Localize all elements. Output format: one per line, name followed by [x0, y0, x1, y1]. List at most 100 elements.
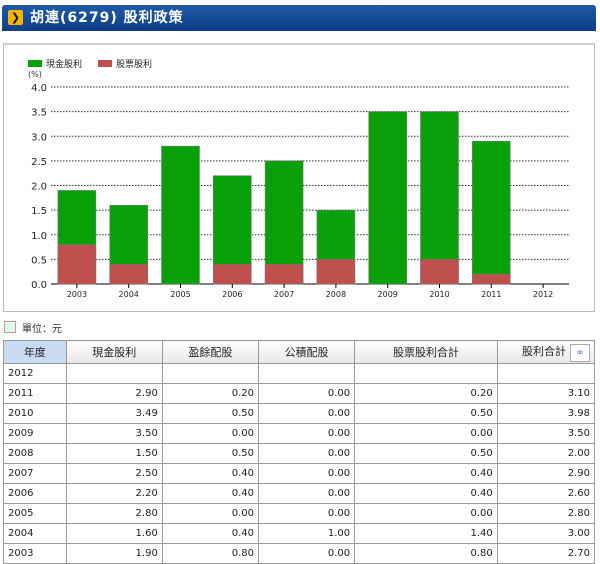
table-cell: 1.90	[65, 543, 163, 564]
table-cell: 2009	[3, 423, 67, 444]
table-cell: 0.50	[161, 443, 259, 464]
legend-label: 現金股利	[46, 58, 82, 70]
x-tick-label: 2010	[429, 290, 449, 299]
unit-label: 單位：元	[4, 320, 62, 335]
table-cell	[161, 363, 259, 384]
table-cell: 0.50	[354, 403, 498, 424]
y-tick-label: 2.5	[31, 157, 47, 168]
column-header-label: 股利合計	[522, 344, 566, 358]
table-cell: 3.00	[496, 523, 596, 544]
table-cell: 2.90	[496, 463, 596, 484]
y-tick-label: 2.0	[31, 182, 47, 193]
bar-2007	[264, 264, 304, 285]
table-cell	[496, 363, 596, 384]
table-cell: 0.00	[257, 543, 356, 564]
bar-2008	[316, 259, 356, 285]
bar-2003	[57, 244, 97, 285]
column-header-label: 現金股利	[92, 346, 137, 359]
bar-2009	[368, 111, 407, 285]
table-cell: 2003	[3, 543, 67, 564]
table-cell: 0.00	[257, 443, 356, 464]
table-cell: 2.60	[496, 483, 596, 504]
legend-label: 股票股利	[116, 58, 152, 70]
x-tick-label: 2004	[119, 290, 139, 299]
legend-swatch	[98, 60, 112, 67]
table-cell	[257, 363, 356, 384]
link-icon[interactable]: ∞	[570, 343, 590, 362]
column-header-label: 年度	[23, 346, 46, 359]
table-row: 2006 2.20 0.40 0.00 0.40 2.60	[3, 483, 596, 504]
table-cell: 0.00	[257, 383, 356, 404]
table-cell: 2.80	[65, 503, 163, 524]
table-row: 2012	[3, 363, 596, 384]
bar-2005	[161, 145, 200, 285]
table-cell: 2010	[3, 403, 67, 424]
table-cell: 0.80	[354, 543, 498, 564]
column-header: 股利合計 ∞	[496, 340, 596, 364]
y-tick-label: 0.0	[31, 280, 47, 291]
table-cell: 2007	[3, 463, 67, 484]
table-cell: 0.00	[257, 503, 356, 524]
table-cell: 0.00	[161, 503, 259, 524]
table-cell: 1.60	[65, 523, 163, 544]
bar-2007	[264, 160, 304, 285]
y-tick-label: 3.5	[31, 108, 47, 119]
column-header: 公積配股	[257, 340, 356, 364]
page-header: ❯ 胡連(6279) 股利政策	[2, 5, 596, 31]
table-cell: 2012	[3, 363, 67, 384]
table-cell: 2.20	[65, 483, 163, 504]
table-cell: 0.40	[354, 463, 498, 484]
column-header: 年度	[3, 340, 67, 364]
table-cell: 2.50	[65, 463, 163, 484]
unit-text: 單位：元	[22, 324, 62, 335]
table-cell: 3.10	[496, 383, 596, 404]
chart-panel: 0.0 0.5 1.0 1.5 2.0 2.5 3.0 3.5 4.0 (%) 2003 2004 20…	[3, 43, 595, 312]
column-header: 盈餘配股	[161, 340, 259, 364]
table-cell: 0.20	[354, 383, 498, 404]
table-cell: 0.00	[257, 483, 356, 504]
table-cell: 2011	[3, 383, 67, 404]
column-header: 現金股利	[65, 340, 163, 364]
column-header: 股票股利合計	[354, 340, 498, 364]
page-title: 胡連(6279) 股利政策	[30, 10, 184, 26]
column-header-label: 股票股利合計	[392, 346, 459, 359]
y-tick-label: 0.5	[31, 255, 47, 266]
y-tick-label: 3.0	[31, 132, 47, 143]
table-cell: 0.40	[161, 523, 259, 544]
table-cell: 2005	[3, 503, 67, 524]
x-tick-label: 2007	[274, 290, 294, 299]
table-row: 2004 1.60 0.40 1.00 1.40 3.00	[3, 523, 596, 544]
table-row: 2009 3.50 0.00 0.00 0.00 3.50	[3, 423, 596, 444]
table-cell: 2.00	[496, 443, 596, 464]
table-cell: 2006	[3, 483, 67, 504]
table-row: 2007 2.50 0.40 0.00 0.40 2.90	[3, 463, 596, 484]
x-tick-label: 2005	[170, 290, 190, 299]
y-axis-label: (%)	[28, 70, 42, 79]
bar-2010	[420, 111, 459, 285]
table-cell	[65, 363, 163, 384]
table-cell: 0.00	[354, 503, 498, 524]
table-cell	[354, 363, 498, 384]
table-cell: 0.00	[354, 423, 498, 444]
bar-2004	[109, 264, 148, 285]
table-cell: 0.00	[257, 403, 356, 424]
table-cell: 2.90	[65, 383, 163, 404]
table-row: 2003 1.90 0.80 0.00 0.80 2.70	[3, 543, 596, 564]
table-cell: 0.00	[161, 423, 259, 444]
table-cell: 0.20	[161, 383, 259, 404]
x-tick-label: 2006	[222, 290, 242, 299]
dividend-chart: 0.0 0.5 1.0 1.5 2.0 2.5 3.0 3.5 4.0 (%) 2003 2004 20…	[28, 58, 569, 299]
table-cell: 3.98	[496, 403, 596, 424]
calendar-icon	[4, 321, 16, 333]
column-header-label: 盈餘配股	[188, 346, 233, 359]
table-cell: 2.70	[496, 543, 596, 564]
bar-2011	[472, 140, 511, 285]
table-cell: 0.40	[161, 463, 259, 484]
table-cell: 3.50	[496, 423, 596, 444]
table-cell: 0.40	[354, 483, 498, 504]
table-cell: 3.50	[65, 423, 163, 444]
bar-2010	[420, 259, 459, 285]
bar-2011	[472, 273, 511, 285]
table-row: 2011 2.90 0.20 0.00 0.20 3.10	[3, 383, 596, 404]
x-tick-label: 2009	[378, 290, 398, 299]
